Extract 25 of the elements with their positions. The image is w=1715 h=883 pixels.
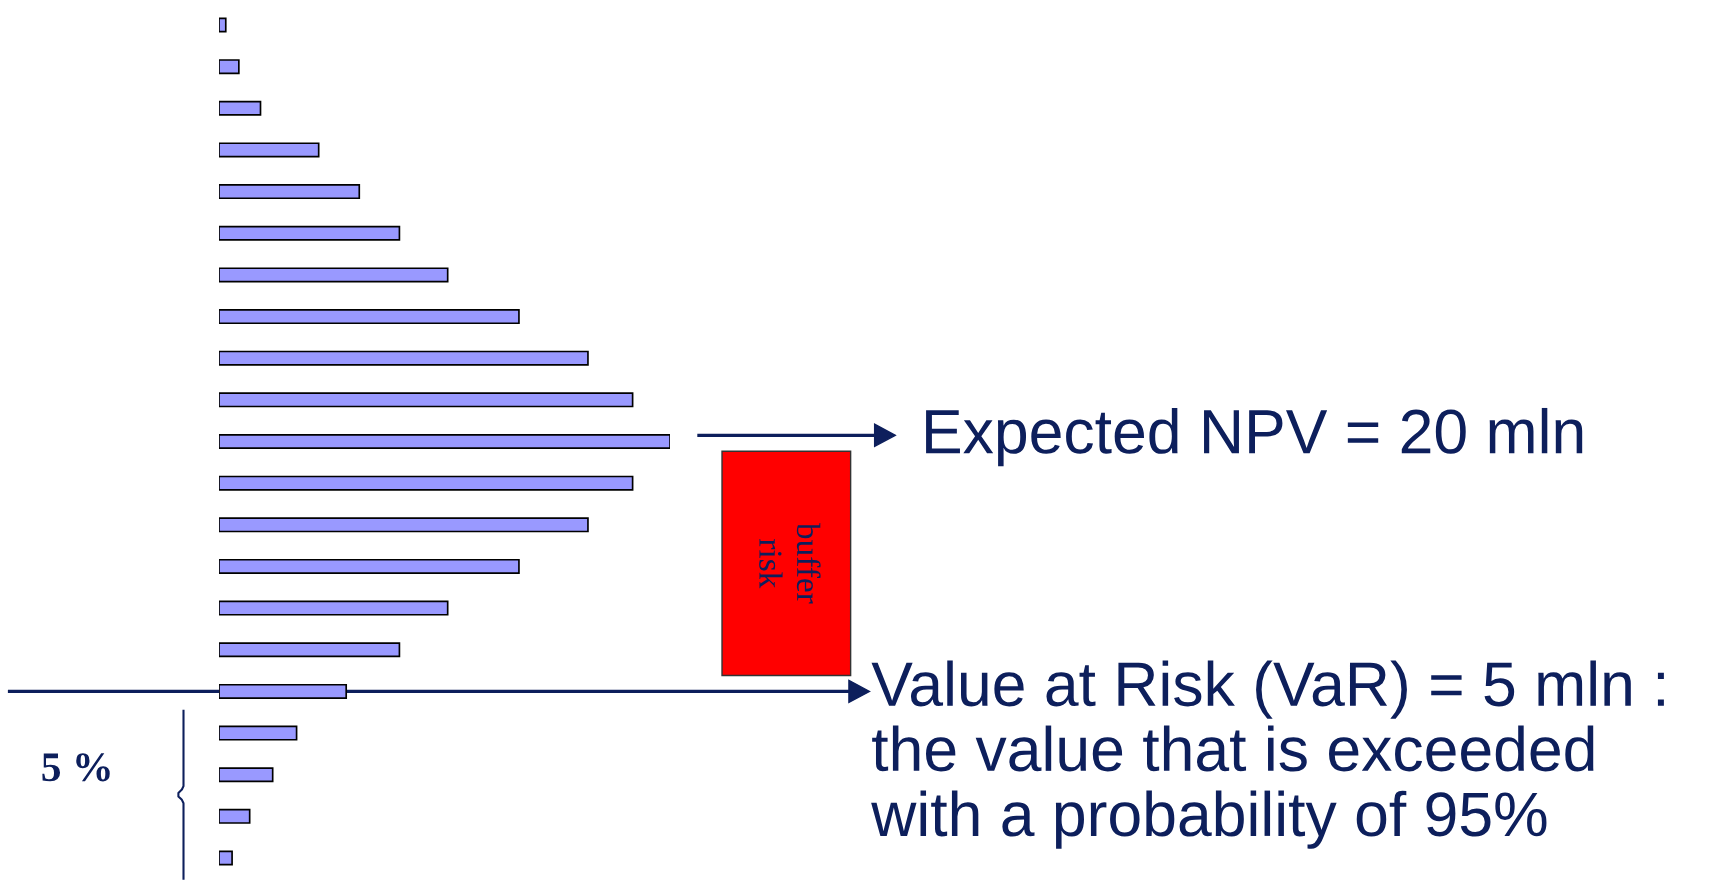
bar — [219, 184, 361, 200]
bar — [219, 683, 348, 699]
bar — [219, 808, 251, 824]
bar — [219, 850, 233, 866]
bar — [219, 475, 634, 491]
bar — [219, 392, 634, 408]
bar — [219, 267, 449, 283]
text: risk buffer — [759, 522, 821, 604]
bar — [219, 600, 449, 616]
text: Expected NPV = 20 mln — [926, 407, 1583, 467]
bar — [219, 725, 298, 741]
bar — [219, 642, 401, 658]
bar — [219, 434, 671, 449]
bar — [219, 17, 227, 33]
bar — [219, 350, 589, 366]
bar — [219, 225, 401, 241]
bar — [219, 142, 320, 158]
bar — [219, 767, 274, 783]
bar — [219, 309, 520, 325]
bar — [219, 517, 589, 533]
bar — [219, 59, 240, 75]
bar — [219, 100, 262, 116]
text: 5 % — [42, 753, 110, 782]
text: Value at Risk (VaR) = 5 mln : the value that is exceeded with a probability of 95% — [871, 660, 1664, 849]
bar — [219, 558, 520, 574]
